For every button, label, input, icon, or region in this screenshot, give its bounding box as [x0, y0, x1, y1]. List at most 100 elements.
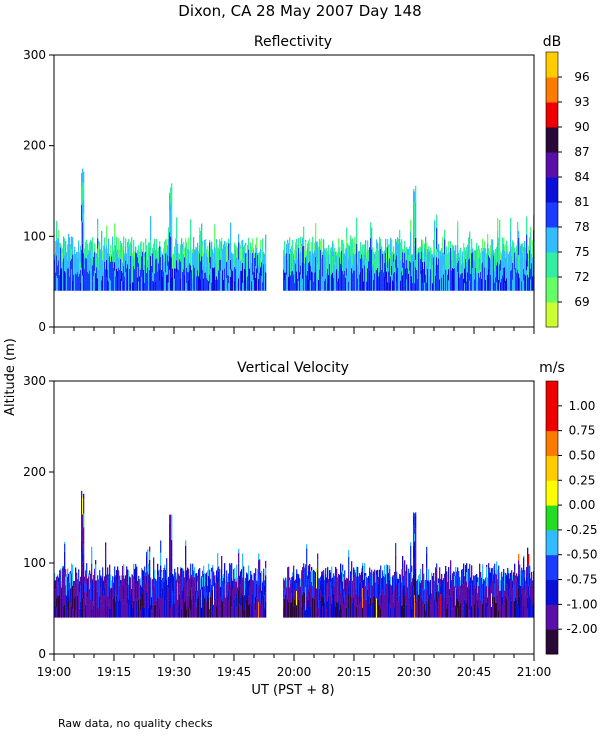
data-cell	[479, 249, 481, 258]
data-cell	[391, 274, 393, 291]
data-cell	[448, 596, 450, 608]
data-cell	[508, 607, 510, 618]
data-cell	[251, 574, 253, 581]
data-cell	[419, 581, 421, 589]
data-cell	[91, 571, 93, 587]
data-cell	[236, 246, 238, 258]
data-cell	[169, 523, 171, 537]
data-cell	[211, 567, 213, 572]
data-cell	[122, 603, 124, 618]
data-cell	[172, 254, 174, 269]
data-cell	[73, 608, 75, 618]
data-cell	[383, 594, 385, 618]
data-cell	[141, 586, 143, 607]
data-cell	[302, 236, 304, 238]
data-cell	[118, 600, 120, 618]
data-cell	[105, 546, 107, 560]
data-cell	[95, 253, 97, 257]
data-cell	[362, 565, 364, 589]
data-cell	[475, 574, 477, 589]
data-cell	[396, 241, 398, 256]
data-cell	[510, 230, 512, 253]
data-cell	[142, 271, 144, 281]
data-cell	[309, 564, 311, 576]
data-cell	[162, 276, 164, 291]
data-cell	[410, 275, 412, 291]
data-cell	[485, 248, 487, 261]
data-cell	[190, 610, 192, 618]
data-cell	[89, 250, 91, 271]
data-cell	[527, 547, 529, 556]
data-cell	[305, 568, 307, 588]
data-cell	[64, 594, 66, 605]
data-cell	[225, 597, 227, 618]
data-cell	[378, 604, 380, 618]
data-cell	[478, 585, 480, 608]
data-cell	[476, 272, 478, 291]
data-cell	[388, 271, 390, 291]
data-cell	[250, 570, 252, 579]
data-cell	[513, 242, 515, 262]
data-cell	[124, 253, 126, 256]
data-cell	[297, 594, 299, 618]
data-cell	[101, 246, 103, 264]
data-cell	[328, 275, 330, 291]
data-cell	[139, 579, 141, 591]
data-cell	[436, 591, 438, 603]
data-cell	[188, 569, 190, 579]
data-cell	[306, 596, 308, 609]
data-cell	[183, 253, 185, 270]
data-cell	[518, 553, 520, 561]
data-cell	[162, 598, 164, 618]
data-cell	[513, 572, 515, 581]
data-cell	[467, 272, 469, 291]
data-cell	[365, 573, 367, 576]
data-cell	[181, 239, 183, 249]
data-cell	[434, 277, 436, 291]
data-cell	[353, 577, 355, 598]
data-cell	[408, 597, 410, 618]
y-tick-label: 200	[23, 465, 46, 479]
data-cell	[61, 245, 63, 250]
data-cell	[506, 240, 508, 253]
data-cell	[470, 273, 472, 291]
data-cell	[503, 573, 505, 582]
data-cell	[92, 255, 94, 266]
data-cell	[343, 604, 345, 618]
data-cell	[405, 250, 407, 261]
data-cell	[424, 603, 426, 618]
data-cell	[72, 564, 74, 570]
data-cell	[408, 583, 410, 598]
data-cell	[357, 566, 359, 586]
data-cell	[487, 243, 489, 262]
data-cell	[122, 575, 124, 584]
data-cell	[82, 182, 84, 203]
data-cell	[173, 594, 175, 618]
data-cell	[311, 570, 313, 582]
data-cell	[127, 569, 129, 587]
data-cell	[362, 607, 364, 618]
data-cell	[66, 283, 68, 291]
data-cell	[93, 606, 95, 618]
data-cell	[337, 589, 339, 603]
data-cell	[457, 577, 459, 599]
data-cell	[466, 604, 468, 618]
data-cell	[190, 223, 192, 246]
data-cell	[526, 270, 528, 291]
data-cell	[154, 273, 156, 291]
data-cell	[79, 273, 81, 291]
data-cell	[289, 587, 291, 599]
data-cell	[231, 252, 233, 270]
data-cell	[317, 569, 319, 589]
data-cell	[265, 263, 267, 273]
data-cell	[327, 283, 329, 291]
data-cell	[367, 246, 369, 269]
data-cell	[180, 278, 182, 291]
data-cell	[528, 245, 530, 261]
data-cell	[228, 238, 230, 244]
data-cell	[126, 268, 128, 282]
data-cell	[468, 570, 470, 585]
data-cell	[377, 579, 379, 600]
data-cell	[81, 221, 83, 237]
data-cell	[381, 269, 383, 278]
